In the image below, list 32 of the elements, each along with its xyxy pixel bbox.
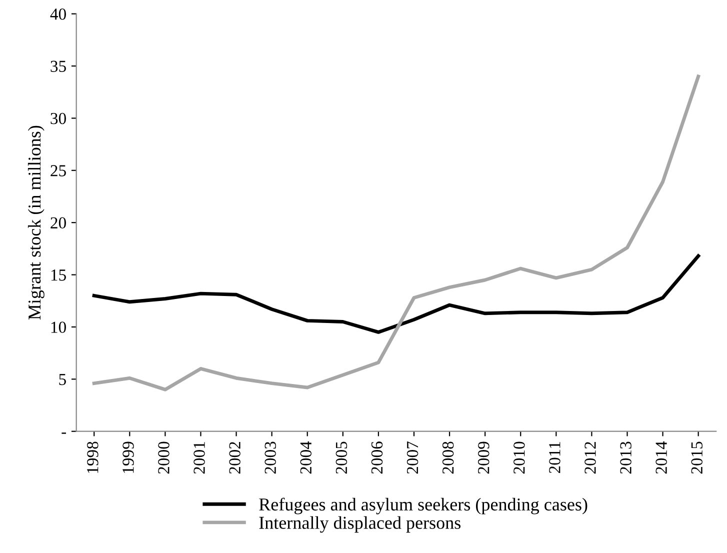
- x-tick-label: 2011: [549, 442, 560, 474]
- x-tick-label: 2007: [406, 442, 418, 474]
- x-tick-label: 2004: [300, 441, 312, 474]
- x-tick-label: 2014: [656, 441, 667, 474]
- y-tick-label: 15: [51, 270, 66, 281]
- x-tick-label: 2006: [371, 442, 383, 474]
- x-tick-label: 2012: [584, 442, 596, 474]
- x-tick-label: 2002: [229, 442, 240, 474]
- x-tick-label: 2009: [478, 442, 490, 474]
- y-tick-label: 35: [50, 60, 66, 72]
- x-tick-label: 2010: [514, 442, 525, 474]
- y-tick-label: 40: [50, 8, 66, 20]
- x-tick-label: 2000: [158, 442, 170, 474]
- x-tick-label: 2003: [264, 442, 276, 474]
- x-tick-label: 2008: [442, 442, 454, 474]
- y-tick-label: 10: [51, 322, 66, 333]
- x-tick-label: 2001: [194, 442, 205, 474]
- y-axis-title: Migrant stock (in millions): [28, 126, 44, 320]
- y-tick-label: 25: [50, 165, 66, 176]
- y-tick-label: 20: [50, 217, 66, 229]
- x-tick-label: 1999: [122, 442, 134, 473]
- line-series: [92, 74, 700, 392]
- x-tick-label: 2015: [691, 442, 702, 474]
- y-tick-label: 5: [59, 374, 66, 386]
- legend-label: Internally displaced persons: [259, 516, 460, 533]
- y-tick-label: 30: [50, 112, 66, 124]
- x-tick-label: 2013: [620, 442, 632, 474]
- legend-label: Refugees and asylum seekers (pending cases): [259, 498, 588, 514]
- line-series: [92, 254, 700, 334]
- y-tick-label: -: [62, 432, 66, 434]
- x-tick-label: 1998: [87, 442, 98, 473]
- x-tick-label: 2005: [336, 442, 348, 474]
